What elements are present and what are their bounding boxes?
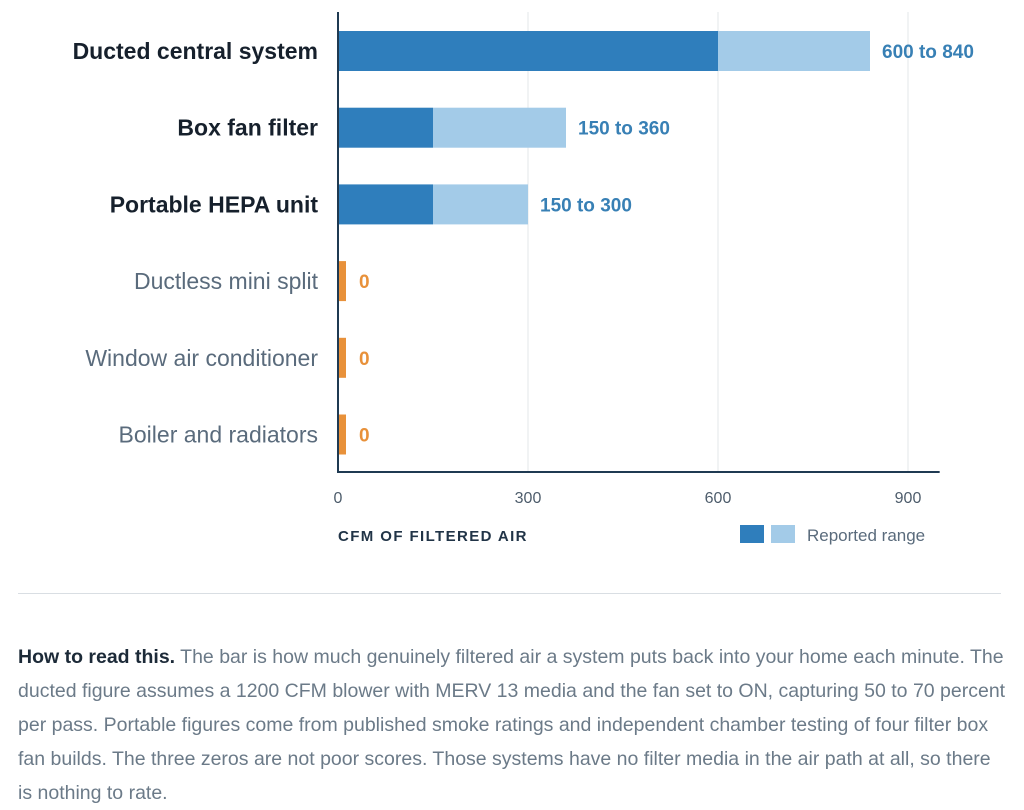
bar-zero [338, 337, 346, 378]
data-label: 150 to 300 [540, 195, 632, 216]
reading-note: How to read this. The bar is how much ge… [18, 640, 1008, 810]
category-label: Ductless mini split [134, 268, 319, 294]
divider [18, 593, 1001, 594]
bar-base [338, 31, 718, 71]
x-tick-label: 600 [705, 490, 732, 507]
bar-zero [338, 414, 346, 455]
category-label: Boiler and radiators [119, 422, 318, 448]
bar-range [433, 107, 566, 148]
x-axis-title: CFM OF FILTERED AIR [338, 528, 528, 545]
legend-swatch-range [771, 525, 795, 543]
bar-chart: Ducted central system 600 to 840 Box fan f… [73, 12, 974, 545]
legend-label: Reported range [807, 526, 925, 545]
data-label: 0 [359, 349, 370, 370]
category-label: Portable HEPA unit [110, 191, 319, 217]
category-label: Window air conditioner [85, 345, 318, 371]
data-label: 0 [359, 426, 370, 447]
category-label: Box fan filter [177, 115, 318, 141]
bar-range [433, 184, 528, 225]
data-label: 0 [359, 272, 370, 293]
note-body: The bar is how much genuinely filtered a… [18, 645, 1006, 804]
data-label: 150 to 360 [578, 119, 670, 140]
x-tick-label: 0 [334, 490, 343, 507]
bar-base [338, 184, 433, 225]
x-tick-label: 300 [515, 490, 542, 507]
x-tick-label: 900 [895, 490, 922, 507]
bar-zero [338, 261, 346, 302]
bar-range [718, 31, 870, 71]
bar-base [338, 107, 433, 148]
category-label: Ducted central system [73, 38, 318, 64]
data-label: 600 to 840 [882, 42, 974, 63]
chart-area: Ducted central system 600 to 840 Box fan f… [73, 12, 974, 545]
legend-swatch-base [740, 525, 764, 543]
note-lead: How to read this. [18, 645, 176, 668]
